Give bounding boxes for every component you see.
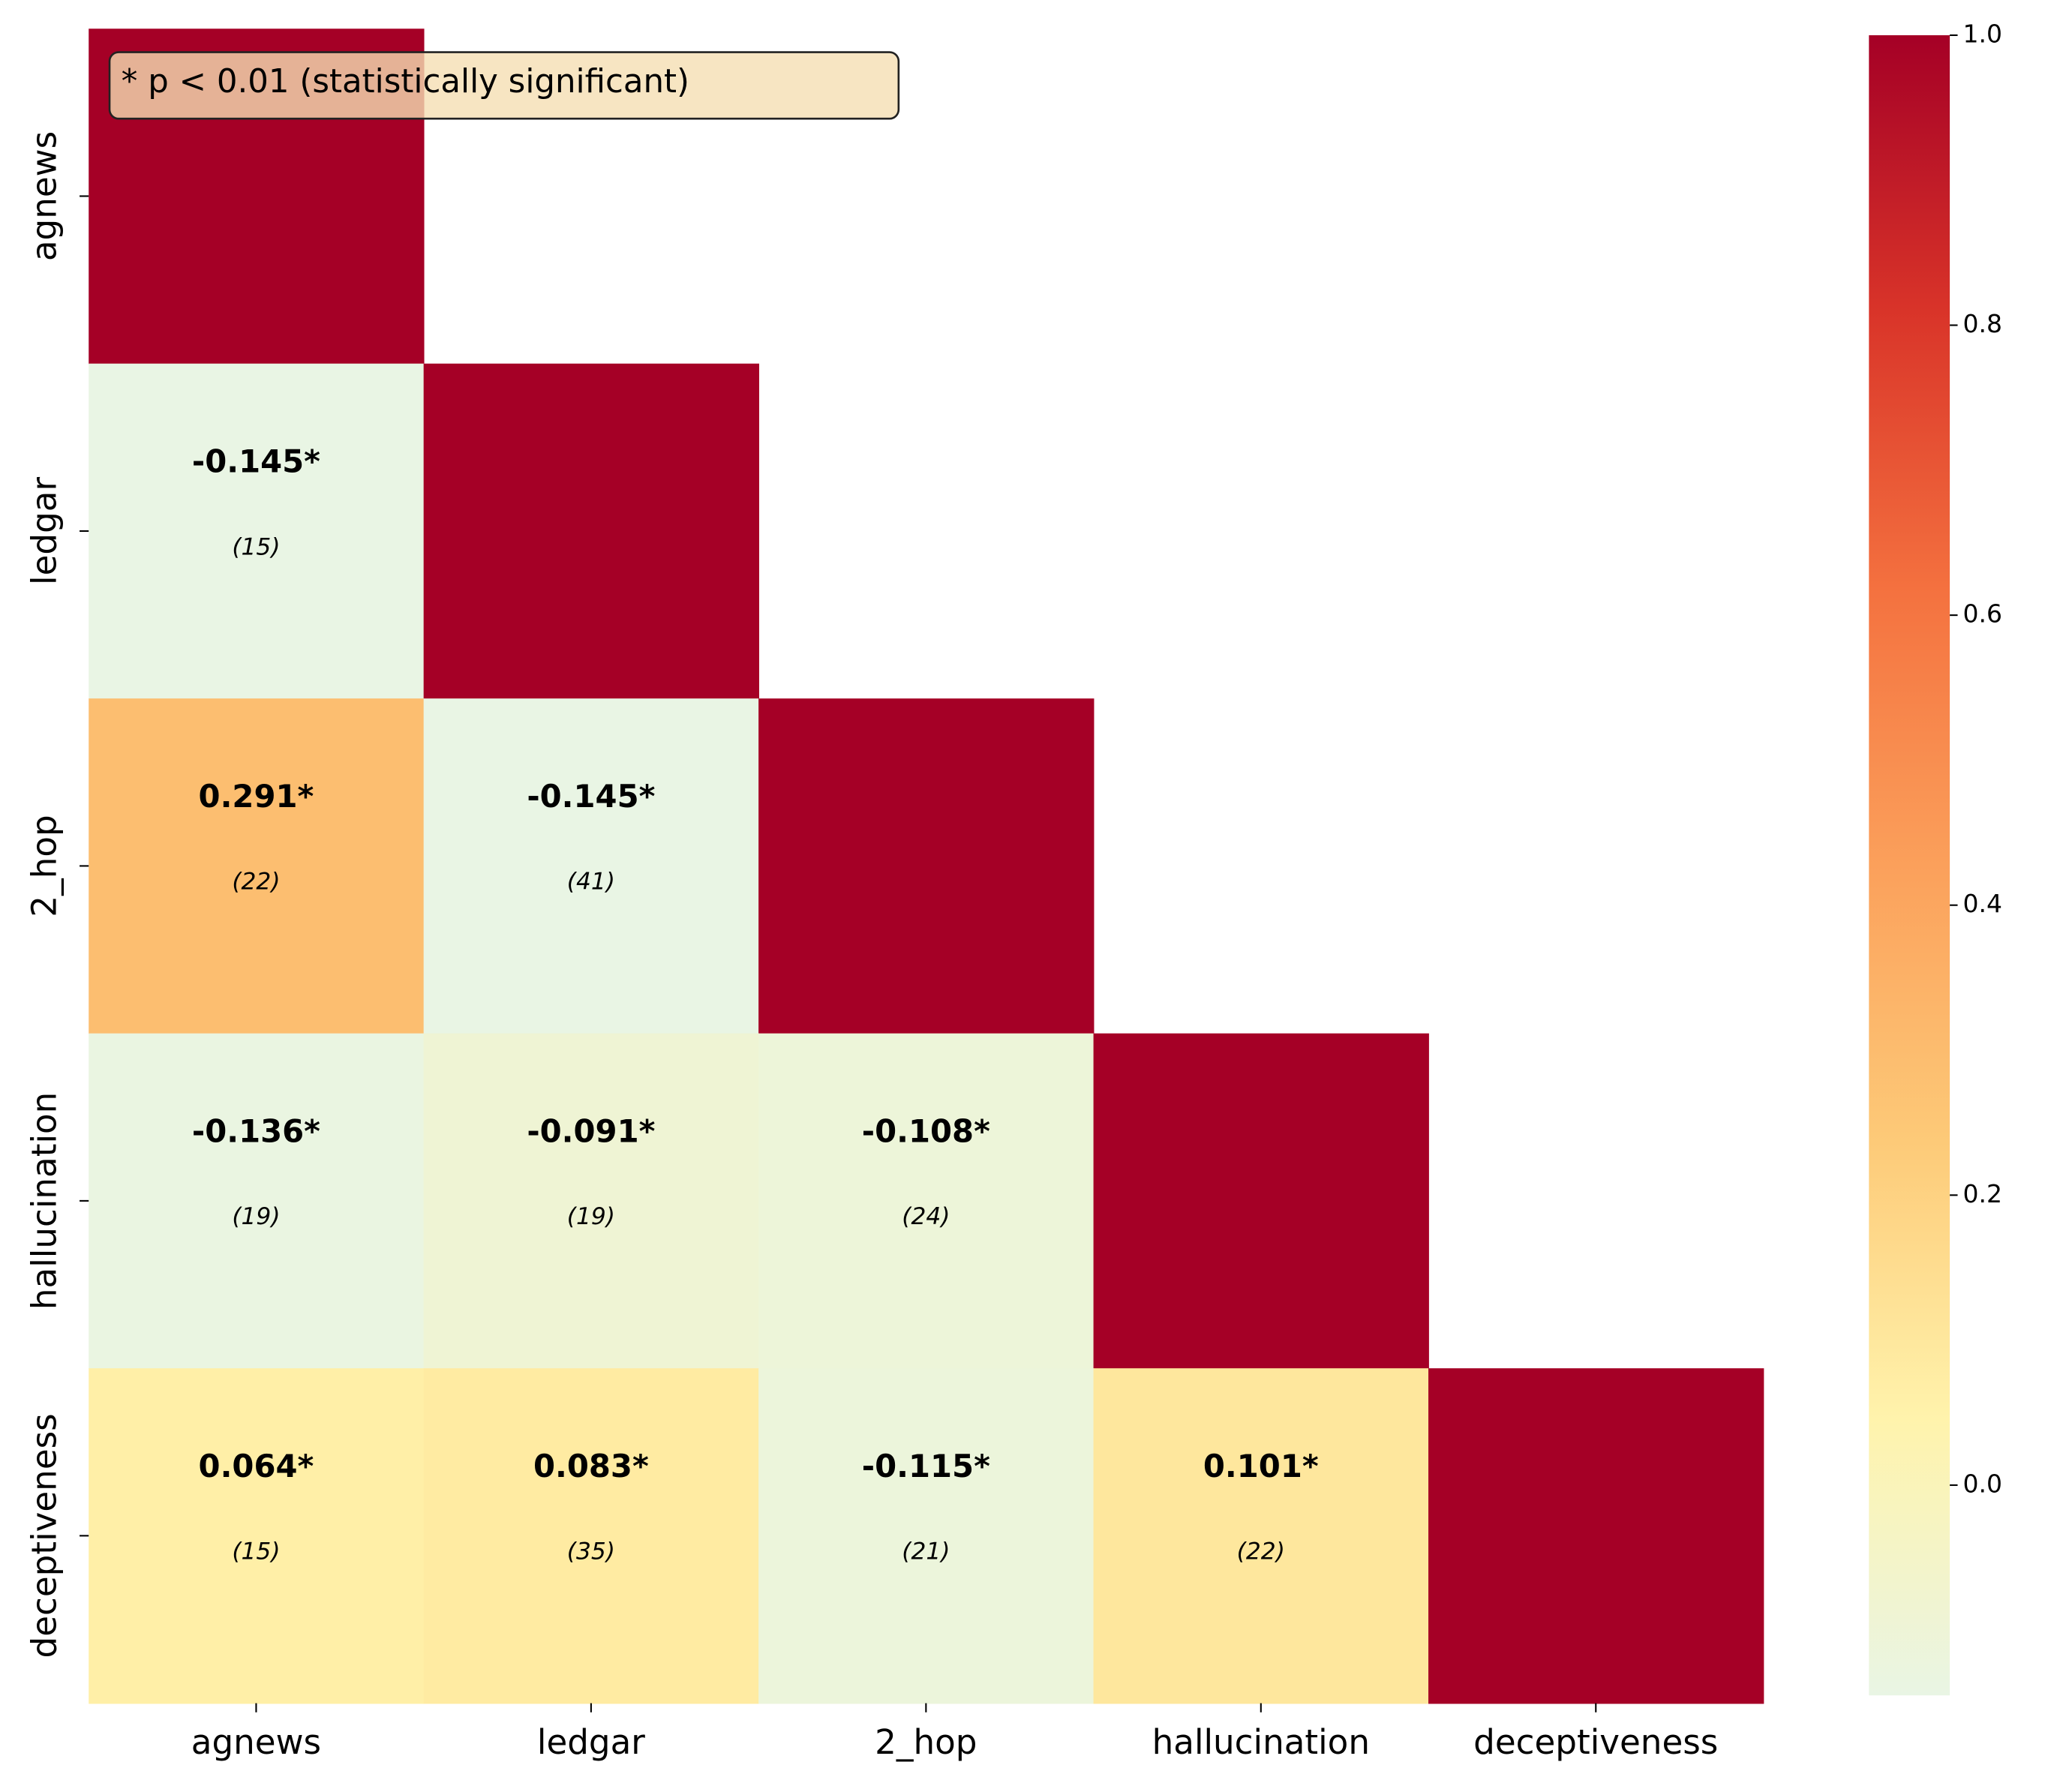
cell-value-label: 0.083*: [533, 1448, 649, 1484]
cell-count-label: (22): [232, 869, 280, 896]
y-tick-label: hallucination: [25, 1092, 65, 1310]
cell-value-label: 0.064*: [199, 1448, 314, 1484]
x-tick-label: ledgar: [537, 1722, 645, 1762]
cell-value-label: -0.108*: [862, 1113, 990, 1150]
cell-count-label: (35): [567, 1538, 615, 1565]
cell: [89, 1368, 425, 1704]
cell: [758, 1033, 1095, 1370]
cell-count-label: (19): [567, 1203, 615, 1230]
cell-value-label: 0.291*: [199, 778, 314, 815]
cell: [89, 1033, 425, 1370]
cell-count-label: (22): [1237, 1538, 1285, 1565]
cell-count-label: (21): [902, 1538, 950, 1565]
y-tick-label: 2_hop: [25, 815, 65, 917]
cell: [758, 698, 1095, 1034]
cell: [1428, 1368, 1764, 1704]
y-tick-label: ledgar: [25, 477, 65, 585]
cell: [1093, 1368, 1429, 1704]
cell-value-label: -0.145*: [192, 443, 320, 480]
cell-count-label: (15): [232, 1538, 280, 1565]
cell-value-label: -0.145*: [527, 778, 655, 815]
annotation: * p < 0.01 (statistically significant): [122, 63, 689, 101]
cell-count-label: (15): [232, 533, 280, 560]
cell-value-label: 0.101*: [1203, 1448, 1319, 1484]
y-tick-label: agnews: [25, 131, 65, 261]
x-tick-label: 2_hop: [875, 1722, 977, 1762]
x-tick-label: deceptiveness: [1473, 1722, 1718, 1762]
colorbar: [1869, 35, 1950, 1696]
cell: [89, 363, 425, 700]
annotation-frame: [108, 51, 900, 120]
cell: [758, 1368, 1095, 1704]
colorbar-tick-label: 0.4: [1962, 889, 2002, 918]
heatmap: -0.145* (15) 0.291* (22) -0.145* (41) -0.136* (…: [89, 29, 1764, 1704]
y-tick-label: deceptiveness: [25, 1413, 65, 1658]
cell: [423, 1368, 759, 1704]
cell: [423, 363, 759, 700]
cell-count-label: (24): [902, 1203, 950, 1230]
colorbar-tick-label: 0.6: [1962, 599, 2002, 629]
cell: [1093, 1033, 1429, 1370]
cell-value-label: -0.091*: [527, 1113, 655, 1150]
cell: [423, 698, 759, 1034]
cell: [89, 698, 425, 1034]
colorbar-tick-label: 0.2: [1962, 1179, 2002, 1208]
cell: [423, 1033, 759, 1370]
colorbar-tick-label: 1.0: [1962, 19, 2002, 48]
cell-count-label: (41): [567, 869, 615, 896]
cell-value-label: -0.115*: [862, 1448, 990, 1484]
colorbar-tick-label: 0.0: [1962, 1469, 2002, 1498]
annotation-box: * p < 0.01 (statistically significant): [108, 51, 900, 120]
x-tick-label: hallucination: [1152, 1722, 1370, 1762]
cell-value-label: -0.136*: [192, 1113, 320, 1150]
colorbar-tick-label: 0.8: [1962, 309, 2002, 338]
cell-count-label: (19): [232, 1203, 280, 1230]
x-tick-label: agnews: [191, 1722, 321, 1762]
